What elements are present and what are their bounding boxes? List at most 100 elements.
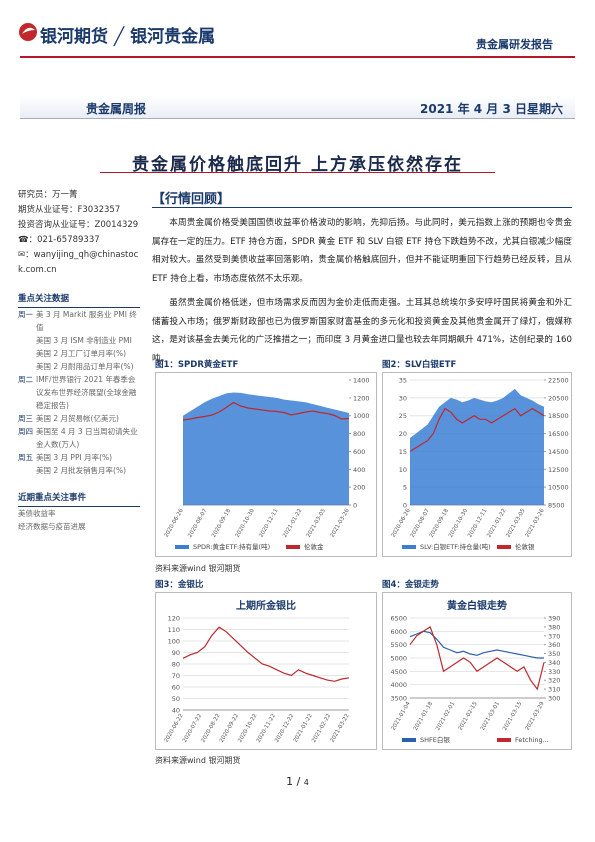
figure: 上期所金银比4050607080901001101202020-06-22202… <box>155 592 377 750</box>
x-tick-label: 2021-01-18 <box>413 701 434 732</box>
y-tick-label: 110 <box>168 626 180 634</box>
x-tick-label: 2021-02-22 <box>311 713 332 744</box>
y-tick-label: 0 <box>403 502 407 510</box>
y2-tick-label: 330 <box>548 668 560 676</box>
item-text: 美国 3 月 PPI 月率(%) <box>36 453 113 462</box>
y-tick-label: 30 <box>399 394 407 402</box>
data-item: 美国 2 月工厂订单月率(%) <box>18 347 140 360</box>
y2-tick-label: 360 <box>548 641 560 649</box>
x-tick-label: 2020-06-26 <box>391 508 412 539</box>
x-tick-label: 2020-09-18 <box>211 508 232 539</box>
column: 贵金属周报 <box>86 102 147 116</box>
area <box>183 392 349 505</box>
day: 周五 <box>18 453 33 462</box>
legend-swatch <box>497 545 511 549</box>
y-tick-label: 60 <box>172 684 180 692</box>
item-text: 美国 2 月贸易帐(亿美元) <box>36 414 119 423</box>
x-tick-label: 2021-01-22 <box>282 508 303 539</box>
y2-tick-label: 310 <box>548 686 560 694</box>
day: 周三 <box>18 414 33 423</box>
advisor: 投资咨询从业证号：Z0014329 <box>18 220 139 230</box>
legend-swatch <box>402 545 416 549</box>
day: 周二 <box>18 375 33 384</box>
line <box>409 407 545 452</box>
x-tick-label: 2021-02-15 <box>458 701 479 732</box>
y2-tick-label: 20500 <box>548 394 569 402</box>
y2-tick-label: 1000 <box>353 412 370 420</box>
y2-tick-label: 390 <box>548 615 560 623</box>
chart-title: 黄金白银走势 <box>447 599 507 612</box>
x-tick-label: 2021-03-26 <box>525 508 546 539</box>
frame <box>155 372 377 557</box>
y-tick-label: 80 <box>172 661 180 669</box>
y2-tick-label: 18500 <box>548 412 569 420</box>
data-item: 美国 3 月 ISM 非制造业 PMI <box>18 334 140 347</box>
y2-tick-label: 22500 <box>548 377 569 385</box>
x-tick-label: 2021-03-01 <box>480 701 501 732</box>
legend-swatch <box>497 738 511 742</box>
line <box>182 626 350 682</box>
section-title: 重点关注数据 <box>18 292 140 308</box>
legend-swatch <box>175 545 189 549</box>
email: ✉：wanyijing_qh@chinastock.com.cn <box>18 250 139 275</box>
data-item: 周二 IMF/世界银行 2021 年春季会议发布世界经济展望(全球金融稳定报告) <box>18 373 140 412</box>
legend-swatch <box>402 738 416 742</box>
y2-tick-label: 12500 <box>548 466 569 474</box>
line <box>409 630 544 659</box>
item-text: 美国 3 月 ISM 非制造业 PMI <box>36 336 132 345</box>
y2-tick-label: 340 <box>548 659 560 667</box>
x-tick-label: 2020-10-22 <box>237 713 258 744</box>
section-title: 近期重点关注事件 <box>18 491 140 507</box>
y-tick-label: 100 <box>168 638 180 646</box>
y-tick-label: 40 <box>172 707 180 715</box>
day: 周一 <box>18 310 33 319</box>
y2-tick-label: 200 <box>353 484 365 492</box>
y-tick-label: 10 <box>399 466 407 474</box>
y-tick-label: 6500 <box>390 615 407 623</box>
frame <box>155 592 377 750</box>
frame <box>382 592 572 750</box>
item-text: 美国 2 月耐用品订单月率(%) <box>36 362 134 371</box>
data-item: 周一美 3 月 Markit 服务业 PMI 终值 <box>18 308 140 334</box>
analyst: 研究员：万一菁 <box>18 190 78 200</box>
y-tick-label: 50 <box>172 695 180 703</box>
day <box>18 347 36 360</box>
x-tick-label: 2021-03-05 <box>306 508 327 539</box>
license: 期货从业证号：F3032357 <box>18 205 121 215</box>
y2-tick-label: 10500 <box>548 484 569 492</box>
y2-tick-label: 600 <box>353 448 365 456</box>
item-text: IMF/世界银行 2021 年春季会议发布世界经济展望(全球金融稳定报告) <box>36 375 137 410</box>
item-text: 美国 2 月批发销售月率(%) <box>36 466 127 475</box>
data-item: 周四 美国至 4 月 3 日当周初请失业金人数(万人) <box>18 425 140 451</box>
page-number: 1 / 4 <box>286 775 309 788</box>
event: 经济数据与疫苗进展 <box>18 522 86 531</box>
y2-tick-label: 350 <box>548 650 560 658</box>
item-text: 美 3 月 Markit 服务业 PMI 终值 <box>36 310 137 332</box>
x-tick-label: 2020-12-22 <box>274 713 295 744</box>
data-item: 美国 2 月批发销售月率(%) <box>18 464 140 477</box>
caption: 图3：金银比 <box>155 580 204 590</box>
x-tick-label: 2021-01-04 <box>391 701 412 732</box>
x-tick-label: 2020-10-30 <box>448 508 469 539</box>
y2-tick-label: 400 <box>353 466 365 474</box>
phone: ☎：021-65789337 <box>18 235 100 245</box>
x-tick-label: 2020-11-22 <box>256 713 277 744</box>
figure: 黄金白银走势 3500 4000 4500 5000 5500 6000 6500 300310… <box>382 592 572 750</box>
y-tick-label: 6000 <box>390 628 407 636</box>
main: 【行情回顾】 本周贵金属价格受美国国债收益率价格波动的影响，先抑后扬。与此同时，… <box>152 188 572 368</box>
y2-tick-label: 300 <box>548 695 560 703</box>
x-tick-label: 2020-09-22 <box>219 713 240 744</box>
logo: 银河期货 ╱ 银河贵金属 <box>40 22 215 47</box>
day <box>18 334 36 347</box>
x-tick-label: 2021-03-26 <box>330 508 351 539</box>
divider: ╱ <box>113 27 125 47</box>
source: 资料来源wind 银河期货 <box>155 756 241 765</box>
caption: 图4：金银走势 <box>382 580 439 590</box>
y2-tick-label: 0 <box>353 502 357 510</box>
legend-swatch <box>286 545 300 549</box>
y-tick-label: 15 <box>399 448 407 456</box>
data-item: 周五 美国 3 月 PPI 月率(%) <box>18 451 140 464</box>
page: 1 <box>286 775 294 788</box>
y2-tick-label: 380 <box>548 623 560 631</box>
